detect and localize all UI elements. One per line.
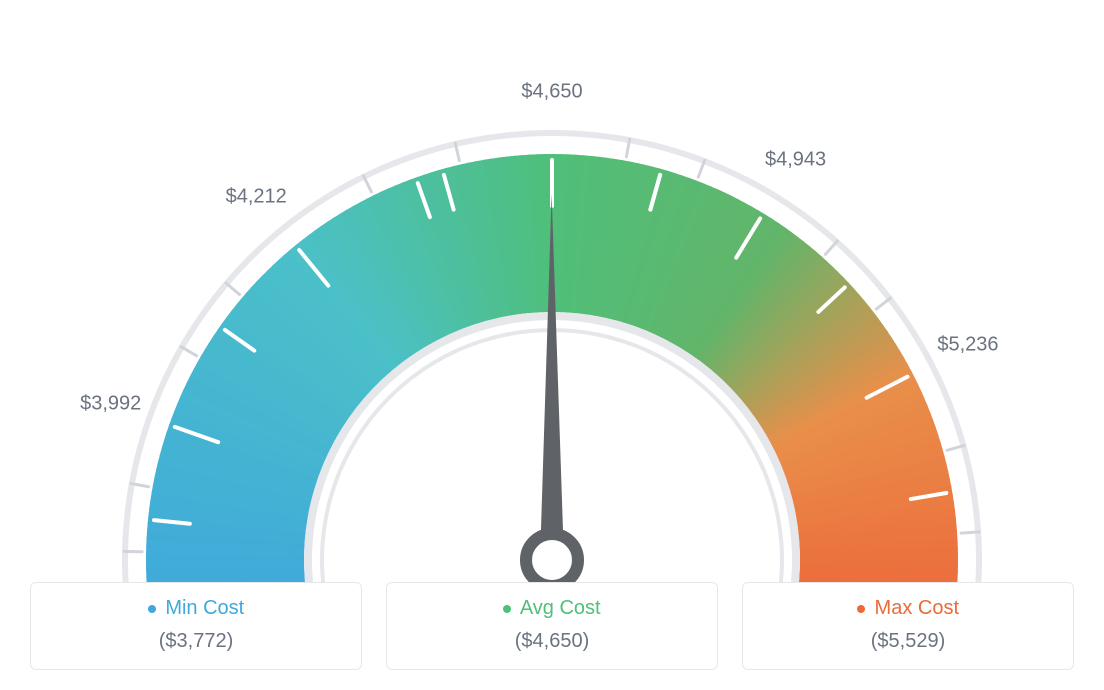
legend-title-min-text: Min Cost <box>165 597 244 619</box>
gauge-chart <box>0 40 1104 600</box>
legend-title-max-text: Max Cost <box>875 597 959 619</box>
legend-card-max: Max Cost ($5,529) <box>742 582 1074 670</box>
gauge-tick-label: $4,943 <box>765 149 826 172</box>
legend-card-avg: Avg Cost ($4,650) <box>386 582 718 670</box>
gauge-tick-label: $5,236 <box>937 334 998 357</box>
legend-value-avg: ($4,650) <box>397 630 707 653</box>
dot-icon <box>857 605 865 613</box>
gauge-tick-label: $4,650 <box>521 81 582 104</box>
legend-title-avg-text: Avg Cost <box>520 597 601 619</box>
legend-title-min: Min Cost <box>41 597 351 620</box>
cost-gauge-container: $3,772$3,992$4,212$4,650$4,943$5,236$5,5… <box>0 0 1104 690</box>
gauge-area: $3,772$3,992$4,212$4,650$4,943$5,236$5,5… <box>0 0 1104 560</box>
legend-card-min: Min Cost ($3,772) <box>30 582 362 670</box>
legend-row: Min Cost ($3,772) Avg Cost ($4,650) Max … <box>0 582 1104 670</box>
legend-value-min: ($3,772) <box>41 630 351 653</box>
dot-icon <box>148 605 156 613</box>
legend-title-max: Max Cost <box>753 597 1063 620</box>
dot-icon <box>503 605 511 613</box>
gauge-tick-label: $4,212 <box>226 186 287 209</box>
legend-value-max: ($5,529) <box>753 630 1063 653</box>
gauge-tick-label: $3,992 <box>80 393 141 416</box>
legend-title-avg: Avg Cost <box>397 597 707 620</box>
